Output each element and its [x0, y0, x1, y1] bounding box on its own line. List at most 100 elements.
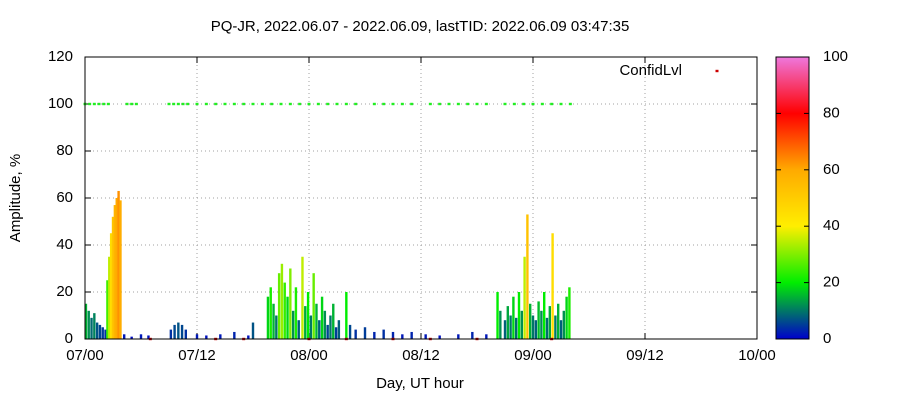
bar: [512, 296, 515, 339]
bar: [306, 292, 310, 339]
confidence-point: [475, 102, 479, 106]
bar: [117, 190, 120, 339]
y-tick-label: 80: [56, 142, 73, 159]
confidence-point: [232, 102, 236, 106]
confidence-point: [97, 102, 101, 106]
bar: [318, 320, 321, 339]
bar: [548, 306, 551, 339]
bar: [471, 331, 474, 339]
y-tick-label: 0: [65, 330, 73, 347]
confidence-point: [372, 102, 376, 106]
bar: [363, 327, 367, 339]
confidence-point: [125, 102, 129, 106]
x-tick-label: 08/12: [402, 347, 440, 364]
bar: [520, 310, 523, 339]
bar: [554, 315, 557, 339]
confidence-point: [242, 102, 246, 106]
chart-title: PQ-JR, 2022.06.07 - 2022.06.09, lastTID:…: [211, 18, 630, 35]
bar: [87, 310, 90, 339]
bar: [139, 334, 143, 339]
bar: [147, 335, 150, 339]
bar: [348, 324, 352, 339]
bar: [506, 306, 509, 339]
bar: [517, 292, 521, 339]
legend-label: ConfidLvl: [619, 62, 682, 79]
bar: [108, 256, 111, 339]
confidence-point: [568, 102, 572, 106]
confidence-point: [181, 102, 185, 106]
bar: [523, 256, 526, 339]
bar: [184, 329, 187, 339]
confidence-point: [172, 102, 176, 106]
bar: [205, 335, 208, 339]
bar: [401, 334, 404, 339]
bar: [233, 331, 236, 339]
confidence-point: [186, 102, 190, 106]
x-tick-label: 07/00: [66, 347, 104, 364]
confidence-point: [344, 102, 348, 106]
bar: [123, 334, 126, 339]
bar: [545, 317, 549, 339]
legend-marker: [715, 69, 719, 73]
confidence-point: [176, 102, 180, 106]
bar: [247, 335, 250, 339]
bar: [251, 322, 255, 339]
bar: [337, 320, 341, 339]
bar: [111, 216, 115, 339]
colorbar-tick-label: 20: [823, 274, 840, 291]
bar: [266, 296, 270, 339]
bar: [297, 320, 300, 339]
confidence-point: [466, 102, 470, 106]
confidence-point: [391, 102, 395, 106]
bar: [485, 334, 488, 339]
bar: [382, 329, 385, 339]
bar: [332, 303, 335, 339]
bar: [294, 287, 298, 339]
bar: [277, 273, 281, 339]
bar: [391, 331, 395, 339]
bar: [559, 320, 563, 339]
bar: [309, 315, 313, 339]
confidence-point: [307, 102, 311, 106]
bar: [283, 282, 286, 339]
bar: [90, 317, 93, 339]
x-axis-label: Day, UT hour: [376, 375, 464, 392]
confidence-point: [531, 102, 535, 106]
confidence-point: [214, 102, 218, 106]
bar: [312, 273, 315, 339]
bar: [173, 324, 176, 339]
confidence-point: [195, 102, 199, 106]
bar: [345, 292, 348, 339]
y-axis-label: Amplitude, %: [7, 154, 24, 242]
x-tick-label: 08/00: [290, 347, 328, 364]
bar: [130, 336, 133, 339]
bar: [323, 310, 327, 339]
confidence-point: [88, 102, 92, 106]
bar: [531, 315, 535, 339]
confidence-point: [335, 102, 339, 106]
y-tick-label: 20: [56, 283, 73, 300]
bar: [568, 287, 571, 339]
bar: [219, 334, 222, 339]
y-tick-label: 60: [56, 189, 73, 206]
confidence-point: [354, 102, 358, 106]
bar: [289, 268, 292, 339]
bar: [326, 324, 329, 339]
bar: [373, 331, 376, 339]
bar: [291, 310, 295, 339]
confidence-point: [92, 102, 96, 106]
confidence-point: [550, 102, 554, 106]
bar: [557, 303, 560, 339]
confidence-point: [503, 102, 507, 106]
bar: [301, 256, 304, 339]
confidence-point: [540, 102, 544, 106]
bar: [499, 310, 502, 339]
bar: [329, 315, 332, 339]
bar: [334, 327, 338, 339]
confidence-point: [204, 102, 208, 106]
y-tick-label: 120: [48, 48, 73, 65]
bar: [106, 280, 109, 339]
x-tick-label: 10/00: [738, 347, 776, 364]
